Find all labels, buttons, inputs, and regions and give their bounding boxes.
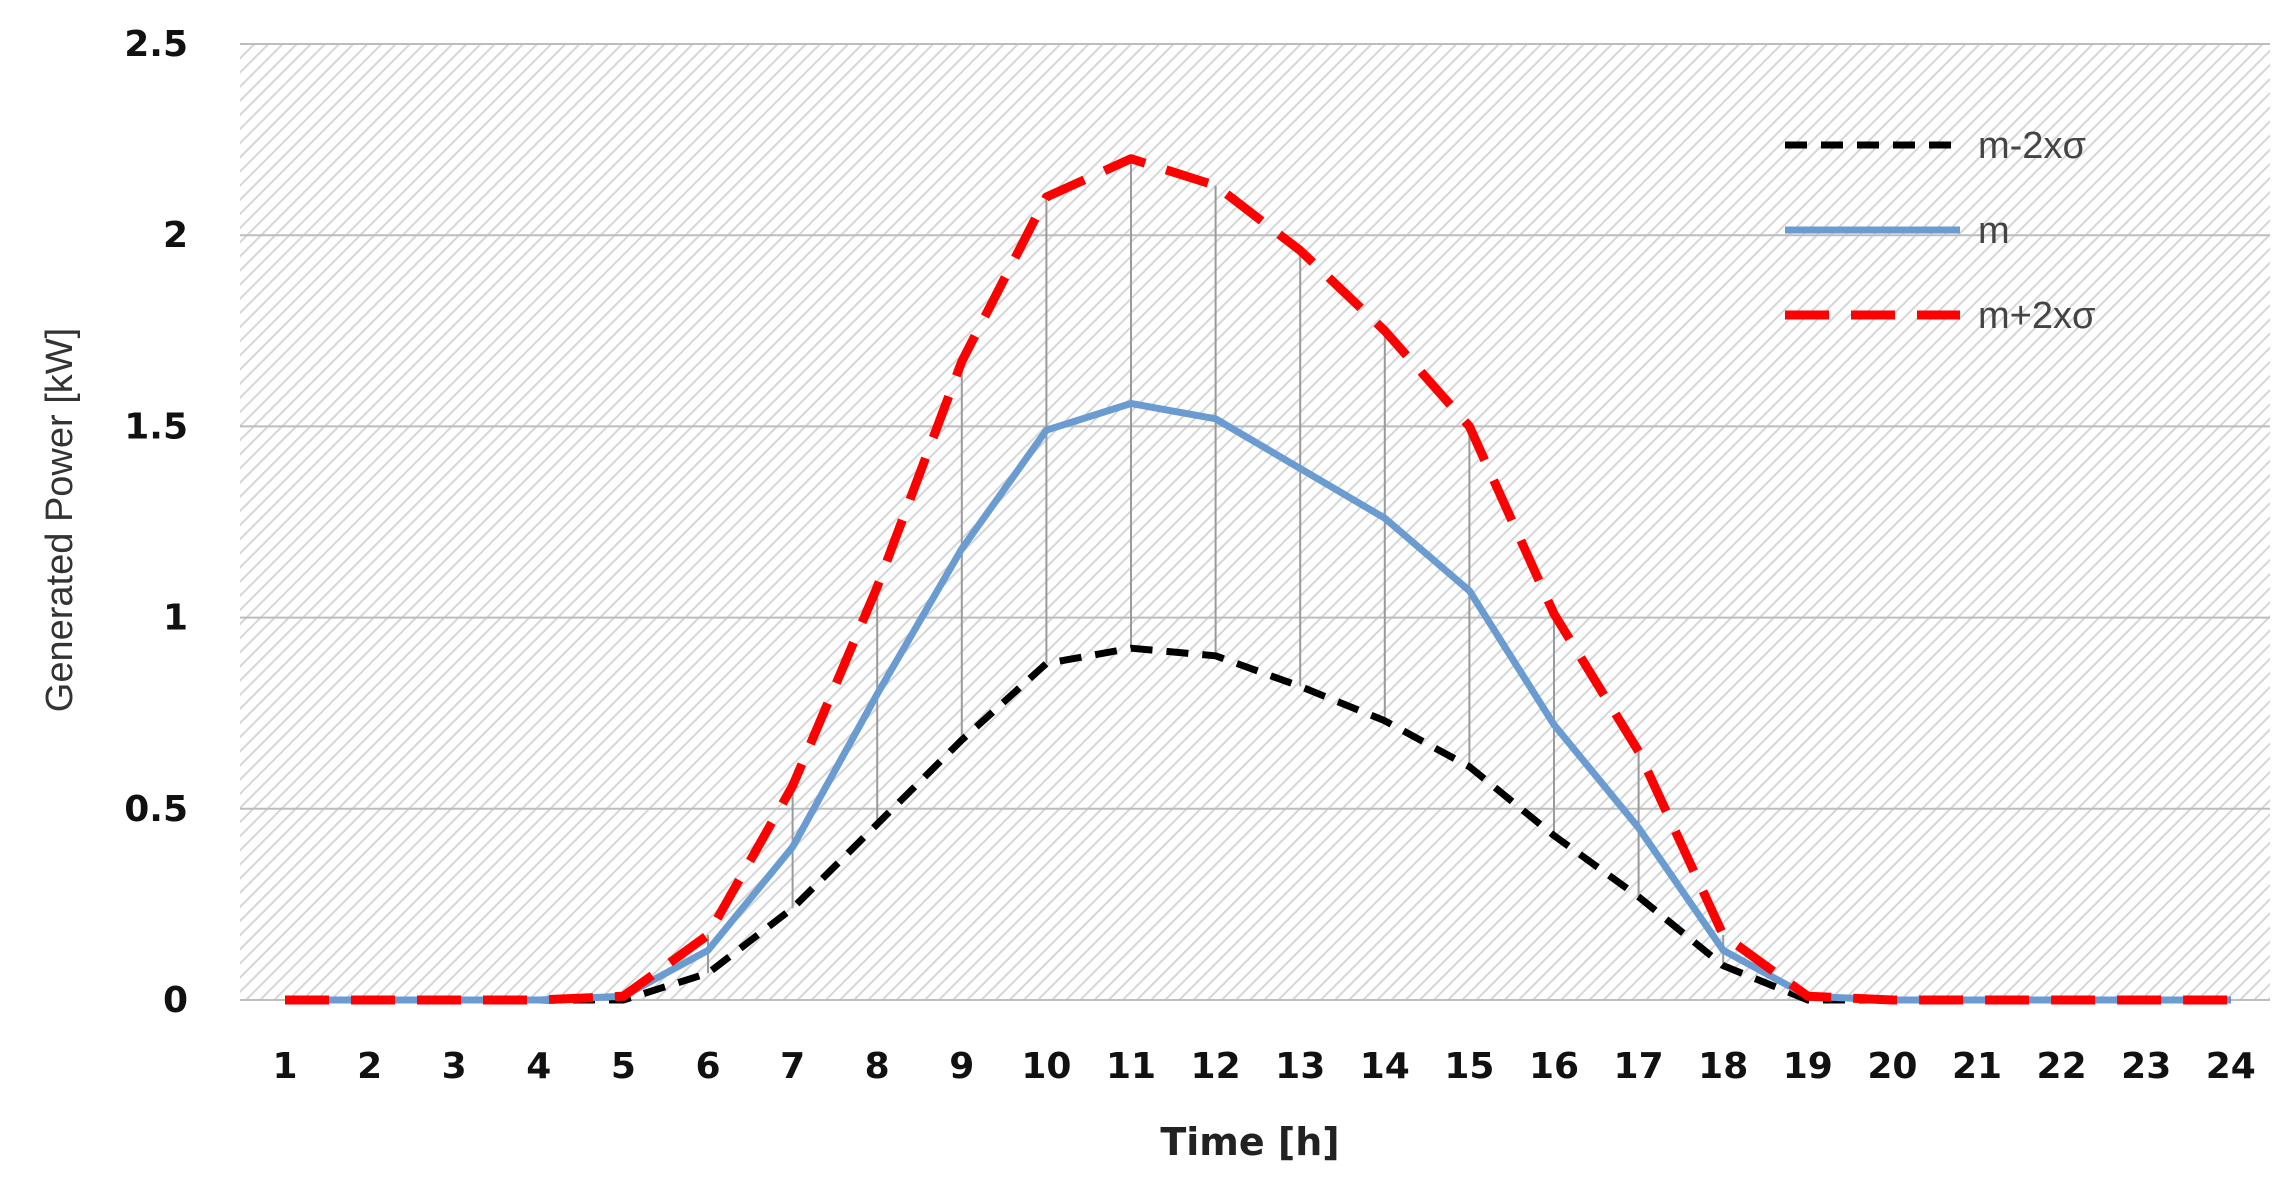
y-tick-label: 1 <box>163 598 188 639</box>
x-tick-labels: 1 2 3 4 5 6 7 8 9 10 11 12 13 14 15 16 17 18 19 20 21 22 23 24 <box>272 1046 2255 1087</box>
x-tick-label: 21 <box>1952 1046 2002 1087</box>
series-line-2 <box>285 154 2231 1005</box>
x-tick-label: 14 <box>1360 1046 1410 1087</box>
x-tick-label: 20 <box>1867 1046 1917 1087</box>
x-tick-label: 17 <box>1614 1046 1664 1087</box>
x-tick-label: 11 <box>1106 1046 1156 1087</box>
x-tick-label: 12 <box>1191 1046 1241 1087</box>
x-axis-title: Time [h] <box>1160 1120 1339 1164</box>
x-tick-label: 1 <box>272 1046 297 1087</box>
y-tick-label: 0 <box>163 980 188 1021</box>
x-tick-label: 24 <box>2206 1046 2256 1087</box>
x-tick-label: 5 <box>611 1046 636 1087</box>
x-tick-label: 8 <box>865 1046 890 1087</box>
legend-label: m-2xσ <box>1978 125 2086 167</box>
x-tick-label: 10 <box>1021 1046 1071 1087</box>
x-tick-label: 4 <box>526 1046 551 1087</box>
x-tick-label: 3 <box>442 1046 467 1087</box>
y-axis-title: Generated Power [kW] <box>39 328 81 712</box>
x-tick-label: 13 <box>1275 1046 1325 1087</box>
x-tick-label: 23 <box>2121 1046 2171 1087</box>
series-line-1 <box>285 400 2231 1004</box>
plot-area <box>240 44 2270 1000</box>
legend: m-2xσ m m+2xσ <box>1785 125 2095 337</box>
x-tick-label: 18 <box>1698 1046 1748 1087</box>
x-tick-label: 7 <box>780 1046 805 1087</box>
y-tick-label: 2.5 <box>124 24 188 65</box>
x-tick-label: 15 <box>1444 1046 1494 1087</box>
x-tick-label: 19 <box>1783 1046 1833 1087</box>
legend-label: m+2xσ <box>1978 295 2095 337</box>
y-tick-label: 0.5 <box>124 789 188 830</box>
y-tick-labels: 0 0.5 1 1.5 2 2.5 <box>124 24 188 1021</box>
x-tick-label: 9 <box>949 1046 974 1087</box>
y-tick-label: 1.5 <box>124 406 188 447</box>
series-lines <box>285 154 2231 1005</box>
x-tick-label: 16 <box>1529 1046 1579 1087</box>
legend-label: m <box>1978 210 2010 252</box>
x-tick-label: 2 <box>357 1046 382 1087</box>
x-tick-label: 6 <box>695 1046 720 1087</box>
y-tick-label: 2 <box>163 215 188 256</box>
x-tick-label: 22 <box>2037 1046 2087 1087</box>
